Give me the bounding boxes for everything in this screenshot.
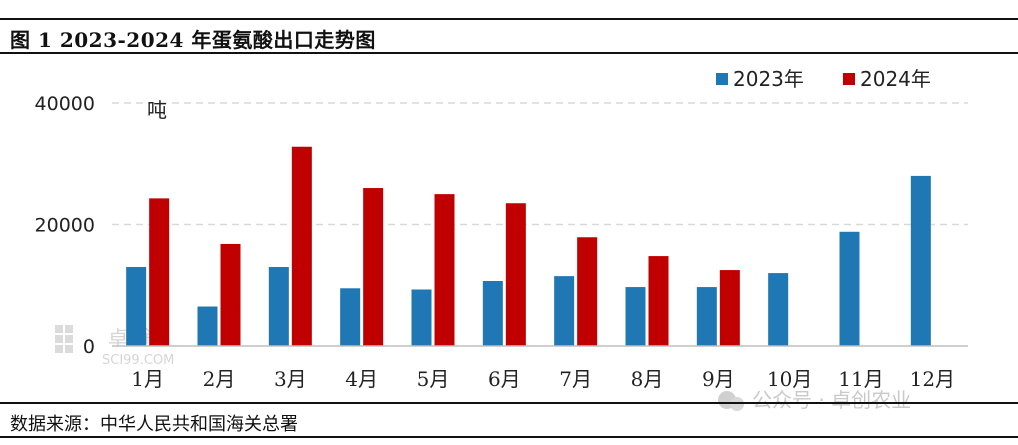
bar-2023-6 <box>482 280 503 346</box>
legend-label-0: 2023年 <box>733 67 804 91</box>
x-tick-label: 8月 <box>631 367 664 391</box>
x-tick-label: 6月 <box>488 367 521 391</box>
title-bar: 图 1 2023-2024 年蛋氨酸出口走势图 <box>0 18 1018 54</box>
x-tick-label: 11月 <box>838 367 883 391</box>
x-tick-label: 1月 <box>131 367 164 391</box>
bar-2023-5 <box>411 289 432 346</box>
x-tick-label: 7月 <box>559 367 592 391</box>
y-tick-label: 40000 <box>35 93 95 115</box>
gridlines <box>112 102 968 226</box>
x-tick-label: 9月 <box>702 367 735 391</box>
bar-2023-7 <box>554 276 575 346</box>
bar-2024-4 <box>363 188 384 346</box>
bar-2023-4 <box>340 288 361 346</box>
y-unit-label: 吨 <box>147 98 167 122</box>
legend: 2023年 2024年 <box>716 67 931 91</box>
y-tick-label: 0 <box>83 336 95 358</box>
bar-2024-3 <box>291 146 312 346</box>
x-tick-label: 2月 <box>203 367 236 391</box>
y-tick-label: 20000 <box>35 215 95 237</box>
bar-2023-3 <box>268 267 289 346</box>
legend-label-1: 2024年 <box>860 67 931 91</box>
bar-2023-1 <box>126 267 147 346</box>
watermark-right-text: 公众号 · 卓创农业 <box>752 388 911 412</box>
watermark-logo: 卓 途 SCI99.COM <box>55 325 174 368</box>
y-tick-labels: 0 20000 40000 <box>35 93 95 358</box>
legend-swatch-0 <box>716 73 728 85</box>
source-bar: 数据来源：中华人民共和国海关总署 <box>0 402 1018 438</box>
bar-2023-10 <box>768 273 789 346</box>
bar-2024-1 <box>149 198 170 346</box>
x-tick-labels: 1月 2月 3月 4月 5月 6月 7月 8月 9月 10月 11月 12月 <box>131 367 955 391</box>
watermark-left-sub: SCI99.COM <box>102 353 174 368</box>
wechat-icon <box>718 391 736 409</box>
legend-swatch-1 <box>843 73 855 85</box>
bar-2024-8 <box>648 256 669 346</box>
bar-2024-5 <box>434 194 455 346</box>
x-tick-label: 3月 <box>274 367 307 391</box>
bar-2023-11 <box>839 231 860 346</box>
bar-2023-12 <box>910 175 931 346</box>
x-tick-label: 10月 <box>767 367 812 391</box>
bar-2024-6 <box>505 203 526 346</box>
watermark-right: 公众号 · 卓创农业 <box>718 388 911 412</box>
x-tick-label: 12月 <box>910 367 955 391</box>
bar-2024-2 <box>220 243 241 346</box>
bar-2023-2 <box>197 306 218 346</box>
bar-2023-8 <box>625 287 646 346</box>
bars <box>126 146 931 346</box>
bar-2023-9 <box>696 287 717 346</box>
x-tick-label: 5月 <box>417 367 450 391</box>
page-title: 图 1 2023-2024 年蛋氨酸出口走势图 <box>10 28 376 52</box>
bar-2024-9 <box>719 270 740 346</box>
x-tick-label: 4月 <box>345 367 378 391</box>
bar-2024-7 <box>577 237 598 346</box>
data-source: 数据来源：中华人民共和国海关总署 <box>10 414 298 435</box>
